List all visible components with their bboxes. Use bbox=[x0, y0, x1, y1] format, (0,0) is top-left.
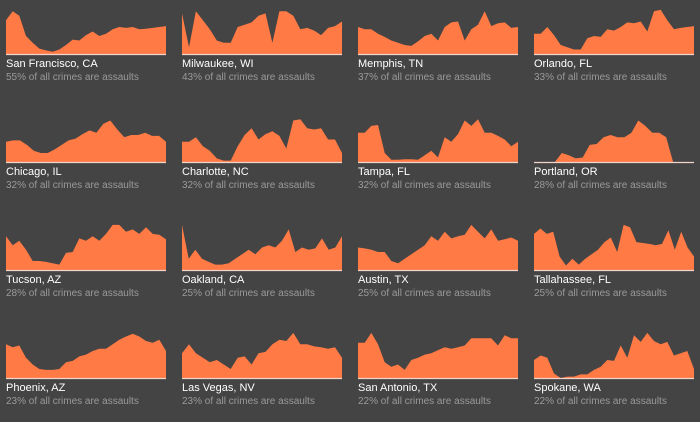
assault-share-label: 25% of all crimes are assaults bbox=[534, 288, 667, 299]
area-series bbox=[534, 120, 694, 162]
area-chart bbox=[6, 224, 166, 272]
city-label: Charlotte, NC bbox=[182, 166, 249, 178]
area-series bbox=[534, 332, 694, 378]
area-series bbox=[358, 119, 518, 162]
area-series bbox=[358, 11, 518, 54]
assault-share-label: 28% of all crimes are assaults bbox=[6, 288, 139, 299]
area-chart bbox=[182, 224, 342, 272]
city-label: Las Vegas, NV bbox=[182, 382, 255, 394]
panel-memphis-tn: Memphis, TN 37% of all crimes are assault… bbox=[358, 8, 518, 98]
panel-portland-or: Portland, OR 28% of all crimes are assaul… bbox=[534, 116, 694, 206]
panel-san-antonio-tx: San Antonio, TX 22% of all crimes are ass… bbox=[358, 332, 518, 422]
assault-share-label: 32% of all crimes are assaults bbox=[358, 180, 491, 191]
assault-share-label: 55% of all crimes are assaults bbox=[6, 72, 139, 83]
city-label: Spokane, WA bbox=[534, 382, 601, 394]
area-chart bbox=[6, 11, 166, 56]
city-label: Austin, TX bbox=[358, 274, 409, 286]
assault-share-label: 43% of all crimes are assaults bbox=[182, 72, 315, 83]
area-chart bbox=[534, 120, 694, 164]
assault-share-label: 25% of all crimes are assaults bbox=[358, 288, 491, 299]
city-label: Memphis, TN bbox=[358, 58, 424, 70]
city-label: Tampa, FL bbox=[358, 166, 410, 178]
panel-charlotte-nc: Charlotte, NC 32% of all crimes are assau… bbox=[182, 116, 342, 206]
city-label: Milwaukee, WI bbox=[182, 58, 254, 70]
assault-share-label: 23% of all crimes are assaults bbox=[182, 396, 315, 407]
city-label: San Francisco, CA bbox=[6, 58, 98, 70]
panel-orlando-fl: Orlando, FL 33% of all crimes are assault… bbox=[534, 8, 694, 98]
area-series bbox=[182, 11, 342, 54]
city-label: Portland, OR bbox=[534, 166, 598, 178]
city-label: Tallahassee, FL bbox=[534, 274, 612, 286]
panel-austin-tx: Austin, TX 25% of all crimes are assaults bbox=[358, 224, 518, 314]
area-chart bbox=[182, 332, 342, 380]
area-series bbox=[182, 332, 342, 378]
area-chart bbox=[358, 332, 518, 380]
area-series bbox=[534, 224, 694, 270]
city-label: San Antonio, TX bbox=[358, 382, 438, 394]
area-chart bbox=[358, 11, 518, 56]
city-label: Oakland, CA bbox=[182, 274, 245, 286]
area-chart bbox=[6, 120, 166, 164]
area-series bbox=[6, 333, 166, 378]
area-chart bbox=[182, 119, 342, 164]
area-chart bbox=[182, 11, 342, 56]
panel-san-francisco-ca: San Francisco, CA 55% of all crimes are a… bbox=[6, 8, 166, 98]
city-label: Tucson, AZ bbox=[6, 274, 62, 286]
panel-phoenix-az: Phoenix, AZ 23% of all crimes are assault… bbox=[6, 332, 166, 422]
area-series bbox=[182, 119, 342, 162]
city-label: Chicago, IL bbox=[6, 166, 62, 178]
area-series bbox=[6, 11, 166, 54]
assault-share-label: 23% of all crimes are assaults bbox=[6, 396, 139, 407]
panel-milwaukee-wi: Milwaukee, WI 43% of all crimes are assau… bbox=[182, 8, 342, 98]
area-series bbox=[358, 332, 518, 378]
panel-tucson-az: Tucson, AZ 28% of all crimes are assaults bbox=[6, 224, 166, 314]
panel-oakland-ca: Oakland, CA 25% of all crimes are assault… bbox=[182, 224, 342, 314]
city-label: Orlando, FL bbox=[534, 58, 593, 70]
panel-spokane-wa: Spokane, WA 22% of all crimes are assault… bbox=[534, 332, 694, 422]
assault-share-label: 22% of all crimes are assaults bbox=[534, 396, 667, 407]
area-chart bbox=[534, 224, 694, 272]
panel-tampa-fl: Tampa, FL 32% of all crimes are assaults bbox=[358, 116, 518, 206]
area-series bbox=[6, 120, 166, 162]
area-series bbox=[358, 224, 518, 270]
panel-tallahassee-fl: Tallahassee, FL 25% of all crimes are ass… bbox=[534, 224, 694, 314]
panel-chicago-il: Chicago, IL 32% of all crimes are assault… bbox=[6, 116, 166, 206]
assault-share-label: 32% of all crimes are assaults bbox=[182, 180, 315, 191]
assault-share-label: 28% of all crimes are assaults bbox=[534, 180, 667, 191]
assault-share-label: 22% of all crimes are assaults bbox=[358, 396, 491, 407]
assault-share-label: 32% of all crimes are assaults bbox=[6, 180, 139, 191]
area-chart bbox=[358, 119, 518, 164]
panel-las-vegas-nv: Las Vegas, NV 23% of all crimes are assau… bbox=[182, 332, 342, 422]
area-chart bbox=[534, 332, 694, 380]
city-label: Phoenix, AZ bbox=[6, 382, 66, 394]
assault-share-label: 33% of all crimes are assaults bbox=[534, 72, 667, 83]
assault-share-label: 25% of all crimes are assaults bbox=[182, 288, 315, 299]
area-series bbox=[6, 224, 166, 270]
area-chart bbox=[534, 9, 694, 56]
area-chart bbox=[6, 333, 166, 380]
assault-share-label: 37% of all crimes are assaults bbox=[358, 72, 491, 83]
area-series bbox=[534, 9, 694, 55]
area-series bbox=[182, 224, 342, 270]
area-chart bbox=[358, 224, 518, 272]
